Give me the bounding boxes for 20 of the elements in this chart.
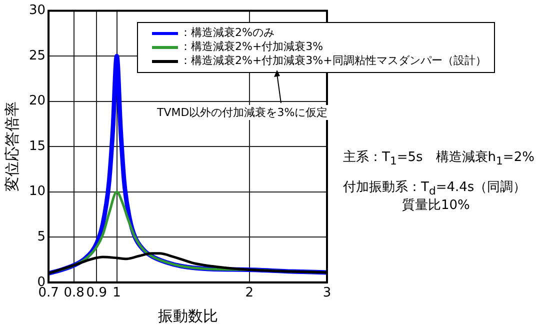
y-tick-label: 10 — [28, 184, 46, 200]
y-tick-label: 30 — [28, 3, 46, 18]
x-tick-label: 1 — [112, 286, 121, 301]
y-tick-label: 5 — [37, 230, 46, 245]
annotation: TVMD以外の付加減衰を3%に仮定 — [157, 105, 328, 120]
y-tick-label: 25 — [28, 48, 46, 64]
x-tick-label: 3 — [322, 286, 332, 301]
y-axis-title: 変位応答倍率 — [2, 102, 21, 192]
text: 質量比10% — [402, 197, 470, 214]
x-axis-title: 振動数比 — [158, 306, 218, 325]
y-tick-label: 15 — [28, 138, 46, 154]
x-tick-label: 0.8 — [64, 286, 84, 301]
legend-label: ：構造減衰2%+付加減衰3%+同調粘性マスダンパー（設計） — [180, 54, 486, 68]
text: 付加振動系：T$_{d}$=4.4s（同調） — [343, 179, 526, 198]
legend-label: ：構造減衰2%のみ — [180, 26, 274, 40]
text: 主系：T$_{1}$=5s 構造減衰h$_{1}$=2% — [343, 149, 534, 168]
x-tick-label: 2 — [245, 286, 254, 301]
y-tick-label: 20 — [28, 94, 46, 109]
x-tick-label: 0.9 — [86, 286, 107, 301]
legend-label: ：構造減衰2%+付加減衰3% — [180, 40, 324, 54]
